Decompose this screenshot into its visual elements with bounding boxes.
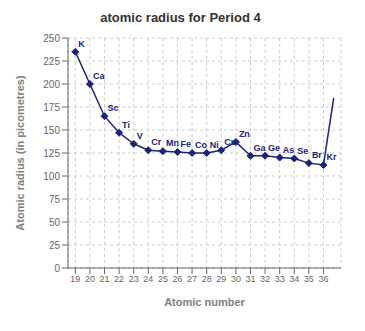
- svg-text:Mn: Mn: [166, 138, 179, 148]
- svg-text:27: 27: [187, 274, 197, 284]
- svg-text:Cu: Cu: [224, 137, 236, 147]
- svg-text:26: 26: [172, 274, 182, 284]
- svg-text:V: V: [137, 131, 143, 141]
- svg-text:Ge: Ge: [268, 143, 280, 153]
- svg-text:75: 75: [49, 194, 61, 205]
- svg-text:33: 33: [275, 274, 285, 284]
- svg-text:Co: Co: [195, 140, 207, 150]
- svg-text:32: 32: [260, 274, 270, 284]
- svg-text:125: 125: [43, 148, 60, 159]
- svg-text:Se: Se: [297, 146, 308, 156]
- svg-text:36: 36: [318, 274, 328, 284]
- svg-text:28: 28: [202, 274, 212, 284]
- svg-text:34: 34: [289, 274, 299, 284]
- svg-text:150: 150: [43, 125, 60, 136]
- svg-text:Sc: Sc: [107, 103, 118, 113]
- svg-text:20: 20: [85, 274, 95, 284]
- svg-text:Fe: Fe: [180, 139, 191, 149]
- svg-text:200: 200: [43, 79, 60, 90]
- html-text:atomic radius for Period 4: atomic radius for Period 4: [100, 10, 261, 25]
- svg-text:Ca: Ca: [93, 71, 105, 81]
- svg-text:25: 25: [49, 240, 61, 251]
- svg-text:250: 250: [43, 33, 60, 44]
- svg-text:175: 175: [43, 102, 60, 113]
- svg-text:As: As: [283, 145, 295, 155]
- svg-text:21: 21: [99, 274, 109, 284]
- svg-text:22: 22: [114, 274, 124, 284]
- svg-text:29: 29: [216, 274, 226, 284]
- svg-text:Cr: Cr: [151, 137, 161, 147]
- svg-text:35: 35: [304, 274, 314, 284]
- svg-text:100: 100: [43, 171, 60, 182]
- svg-text:Ni: Ni: [210, 140, 219, 150]
- svg-text:Ga: Ga: [253, 143, 266, 153]
- svg-text:30: 30: [231, 274, 241, 284]
- svg-text:50: 50: [49, 217, 61, 228]
- svg-text:K: K: [78, 39, 85, 49]
- svg-text:19: 19: [70, 274, 80, 284]
- svg-text:31: 31: [245, 274, 255, 284]
- svg-text:Ti: Ti: [122, 120, 130, 130]
- svg-text:Atomic number: Atomic number: [164, 296, 245, 308]
- svg-text:Atomic radius (in picometres): Atomic radius (in picometres): [14, 75, 26, 231]
- svg-text:25: 25: [158, 274, 168, 284]
- svg-text:23: 23: [129, 274, 139, 284]
- svg-text:Kr: Kr: [326, 152, 336, 162]
- svg-text:0: 0: [54, 263, 60, 274]
- svg-text:Zn: Zn: [239, 129, 250, 139]
- svg-text:Br: Br: [312, 150, 322, 160]
- svg-text:225: 225: [43, 56, 60, 67]
- svg-text:24: 24: [143, 274, 153, 284]
